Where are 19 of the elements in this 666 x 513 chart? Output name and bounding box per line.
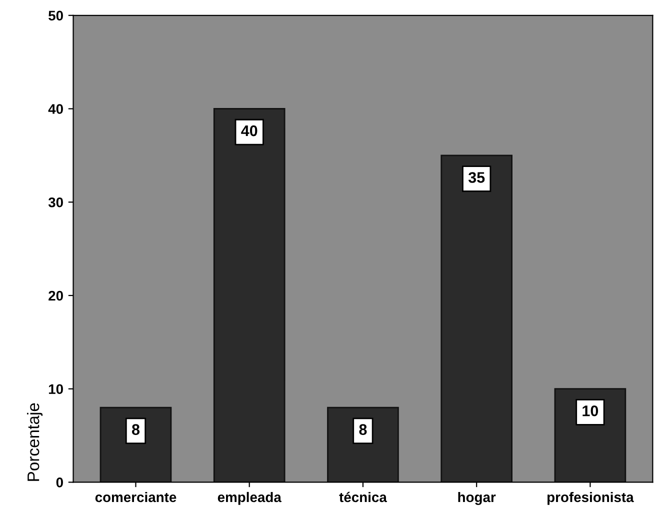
data-label: 10 (582, 405, 598, 416)
y-tick-label: 20 (48, 290, 63, 301)
bar (440, 154, 512, 482)
y-tick-label: 50 (48, 10, 63, 21)
y-axis-title: Porcentaje (27, 403, 43, 481)
y-tick-label: 40 (48, 104, 63, 114)
data-label: 40 (241, 125, 258, 136)
x-tick-label: profesionista (548, 492, 634, 505)
y-tick-label: 10 (48, 384, 63, 394)
bar (213, 108, 286, 482)
data-label: 8 (132, 424, 140, 435)
y-tick-label: 0 (56, 478, 63, 488)
data-label: 35 (468, 172, 485, 183)
x-tick-label: empleada (218, 492, 282, 505)
x-tick-label: técnica (339, 492, 387, 502)
x-tick-label: comerciante (95, 492, 176, 502)
x-tick-label: hogar (458, 492, 496, 505)
data-label: 8 (359, 424, 367, 435)
y-tick-label: 30 (48, 197, 63, 208)
